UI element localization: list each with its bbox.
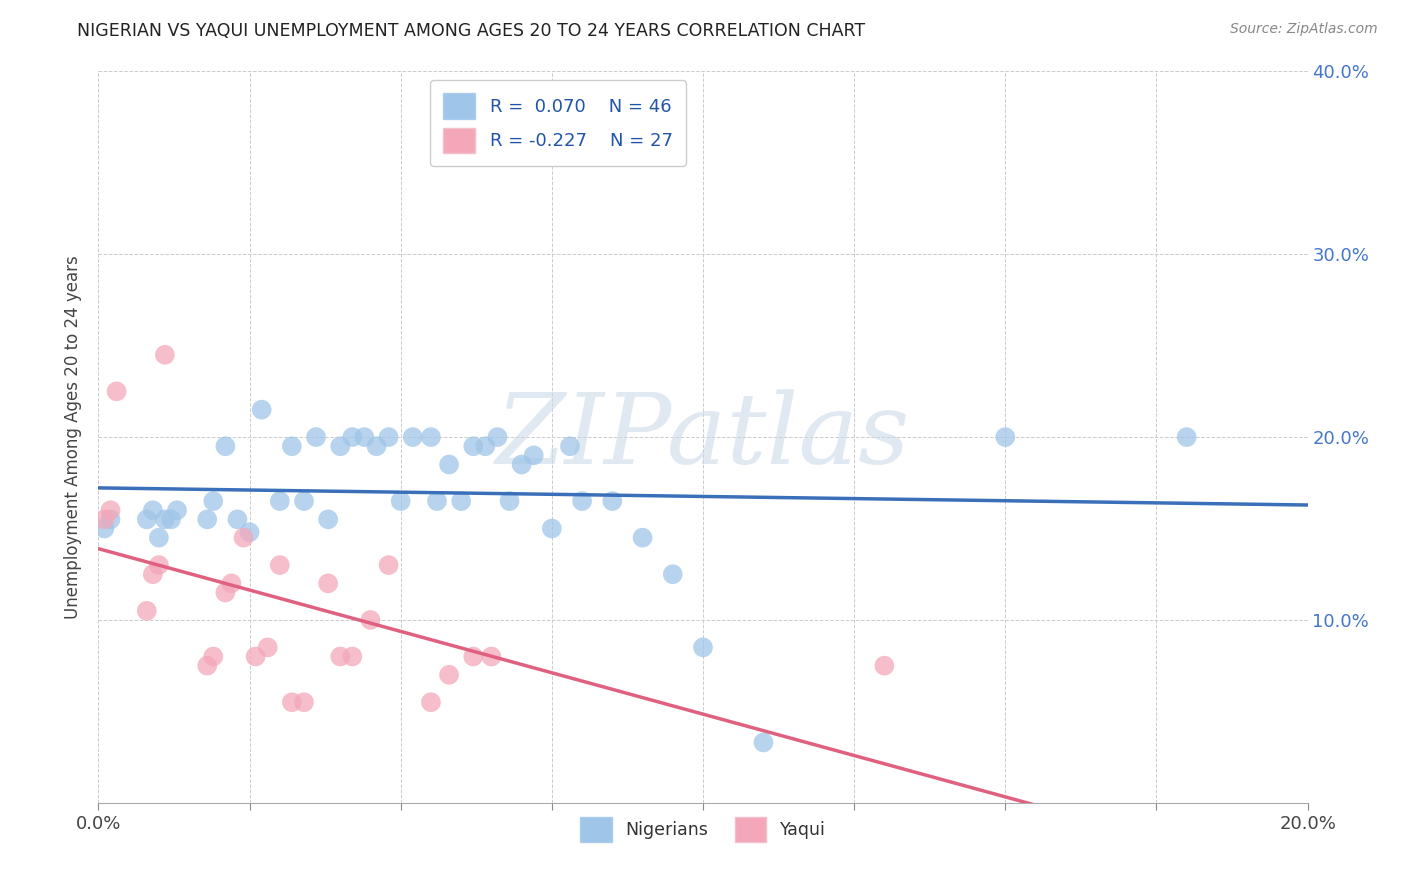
Point bbox=[426, 494, 449, 508]
Point bbox=[342, 649, 364, 664]
Point bbox=[463, 649, 485, 664]
Point bbox=[481, 649, 503, 664]
Point bbox=[214, 439, 236, 453]
Point bbox=[523, 448, 546, 462]
Point bbox=[239, 525, 262, 540]
Point bbox=[195, 512, 218, 526]
Point bbox=[360, 613, 382, 627]
Point bbox=[160, 512, 183, 526]
Point bbox=[329, 649, 352, 664]
Point bbox=[498, 494, 520, 508]
Point bbox=[232, 531, 254, 545]
Point bbox=[437, 667, 460, 681]
Point bbox=[281, 695, 304, 709]
Point bbox=[420, 430, 443, 444]
Point bbox=[100, 503, 122, 517]
Point bbox=[202, 649, 225, 664]
Point bbox=[226, 512, 249, 526]
Point bbox=[437, 458, 460, 472]
Text: Source: ZipAtlas.com: Source: ZipAtlas.com bbox=[1230, 22, 1378, 37]
Point bbox=[153, 512, 176, 526]
Point bbox=[305, 430, 328, 444]
Point bbox=[316, 576, 339, 591]
Point bbox=[148, 558, 170, 573]
Point bbox=[153, 348, 176, 362]
Point bbox=[366, 439, 388, 453]
Point bbox=[873, 658, 896, 673]
Point bbox=[316, 512, 339, 526]
Point bbox=[571, 494, 593, 508]
Point bbox=[135, 512, 157, 526]
Point bbox=[100, 512, 122, 526]
Point bbox=[353, 430, 375, 444]
Point bbox=[292, 494, 315, 508]
Point bbox=[256, 640, 278, 655]
Point bbox=[281, 439, 304, 453]
Point bbox=[1175, 430, 1198, 444]
Point bbox=[463, 439, 485, 453]
Point bbox=[752, 735, 775, 749]
Point bbox=[202, 494, 225, 508]
Point bbox=[245, 649, 267, 664]
Point bbox=[329, 439, 352, 453]
Point bbox=[631, 531, 654, 545]
Point bbox=[389, 494, 412, 508]
Point bbox=[142, 503, 165, 517]
Point bbox=[269, 558, 291, 573]
Point bbox=[342, 430, 364, 444]
Text: NIGERIAN VS YAQUI UNEMPLOYMENT AMONG AGES 20 TO 24 YEARS CORRELATION CHART: NIGERIAN VS YAQUI UNEMPLOYMENT AMONG AGE… bbox=[77, 22, 866, 40]
Point bbox=[450, 494, 472, 508]
Point bbox=[474, 439, 496, 453]
Point bbox=[221, 576, 243, 591]
Point bbox=[214, 585, 236, 599]
Point bbox=[558, 439, 581, 453]
Point bbox=[105, 384, 128, 399]
Point bbox=[486, 430, 509, 444]
Point bbox=[420, 695, 443, 709]
Point bbox=[93, 512, 115, 526]
Legend: Nigerians, Yaqui: Nigerians, Yaqui bbox=[574, 811, 832, 849]
Text: ZIPatlas: ZIPatlas bbox=[496, 390, 910, 484]
Y-axis label: Unemployment Among Ages 20 to 24 years: Unemployment Among Ages 20 to 24 years bbox=[65, 255, 83, 619]
Point bbox=[540, 521, 562, 535]
Point bbox=[692, 640, 714, 655]
Point bbox=[377, 558, 399, 573]
Point bbox=[994, 430, 1017, 444]
Point bbox=[661, 567, 683, 582]
Point bbox=[510, 458, 533, 472]
Point bbox=[269, 494, 291, 508]
Point bbox=[292, 695, 315, 709]
Point bbox=[93, 521, 115, 535]
Point bbox=[142, 567, 165, 582]
Point bbox=[148, 531, 170, 545]
Point bbox=[135, 604, 157, 618]
Point bbox=[602, 494, 624, 508]
Point bbox=[195, 658, 218, 673]
Point bbox=[377, 430, 399, 444]
Point bbox=[402, 430, 425, 444]
Point bbox=[250, 402, 273, 417]
Point bbox=[166, 503, 188, 517]
